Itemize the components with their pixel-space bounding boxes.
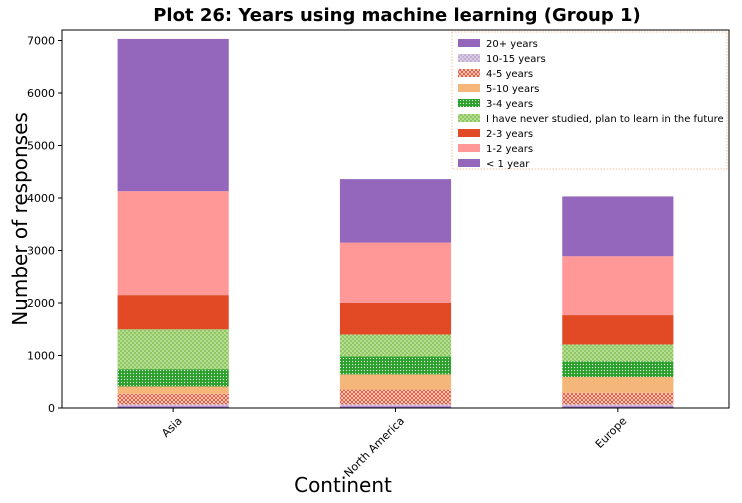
- legend: 20+ years 10-15 years 4-5 years 5-10 years 3…: [451, 31, 728, 170]
- y-tick-label: 4000: [27, 192, 55, 205]
- bar-hatch-3-asia: [117, 393, 229, 405]
- bar-segment-4-north-america: [339, 374, 452, 390]
- bar-hatch-2-asia: [117, 404, 229, 407]
- legend-label: < 1 year: [486, 159, 530, 170]
- legend-label: 10-15 years: [486, 54, 546, 65]
- legend-swatch: [458, 129, 480, 137]
- y-axis: 0 1000 2000 3000 4000 5000 6000 7000: [27, 35, 62, 415]
- x-axis: Asia North America Europe: [159, 408, 630, 480]
- bar-hatch-5-asia: [117, 369, 229, 387]
- legend-swatch: [458, 39, 480, 47]
- legend-frame: [451, 31, 728, 170]
- x-tick-label: Europe: [593, 414, 630, 451]
- legend-swatch-hatch: [458, 99, 480, 107]
- bar-hatch-3-north-america: [339, 389, 452, 405]
- y-tick-label: 5000: [27, 140, 55, 153]
- y-axis-title: Number of responses: [8, 112, 32, 326]
- bar-segment-4-europe: [562, 377, 674, 393]
- bar-hatch-2-north-america: [339, 404, 452, 407]
- bar-segment-1-asia: [117, 406, 229, 408]
- bar-hatch-6-north-america: [339, 334, 452, 357]
- bar-segment-8-north-america: [339, 242, 452, 303]
- bar-hatch-2-europe: [562, 404, 674, 407]
- legend-label: I have never studied, plan to learn in t…: [486, 114, 724, 125]
- bar-segment-7-europe: [562, 315, 674, 345]
- legend-swatch-hatch: [458, 114, 480, 122]
- bar-segment-7-north-america: [339, 303, 452, 335]
- y-tick-label: 2000: [27, 297, 55, 310]
- bar-segment-7-asia: [117, 295, 229, 330]
- legend-swatch: [458, 159, 480, 167]
- chart-title: Plot 26: Years using machine learning (G…: [153, 5, 641, 26]
- x-tick-label: Asia: [159, 414, 185, 440]
- legend-label: 3-4 years: [486, 99, 533, 110]
- bar-segment-9-europe: [562, 196, 674, 257]
- y-tick-label: 3000: [27, 245, 55, 258]
- bar-hatch-5-north-america: [339, 356, 452, 375]
- y-tick-label: 6000: [27, 87, 55, 100]
- legend-label: 4-5 years: [486, 69, 533, 80]
- bar-hatch-6-europe: [562, 344, 674, 362]
- bar-segment-1-north-america: [339, 406, 452, 408]
- bar-segment-1-europe: [562, 406, 674, 408]
- legend-label: 5-10 years: [486, 84, 539, 95]
- bar-hatch-3-europe: [562, 392, 674, 405]
- legend-swatch-hatch: [458, 69, 480, 77]
- legend-swatch: [458, 84, 480, 92]
- bar-segment-9-north-america: [339, 179, 452, 243]
- y-tick-label: 1000: [27, 350, 55, 363]
- bar-hatch-5-europe: [562, 361, 674, 378]
- legend-swatch-hatch: [458, 54, 480, 62]
- legend-label: 2-3 years: [486, 129, 533, 140]
- bar-segment-8-europe: [562, 256, 674, 316]
- bar-hatch-6-asia: [117, 329, 229, 370]
- legend-label: 20+ years: [486, 39, 538, 50]
- bar-segment-4-asia: [117, 386, 229, 394]
- y-tick-label: 0: [48, 402, 55, 415]
- x-axis-title: Continent: [294, 473, 392, 497]
- y-tick-label: 7000: [27, 35, 55, 48]
- bars-group: [117, 38, 674, 408]
- x-tick-label: North America: [342, 414, 408, 480]
- bar-segment-8-asia: [117, 191, 229, 296]
- legend-swatch: [458, 144, 480, 152]
- bar-segment-9-asia: [117, 38, 229, 192]
- legend-label: 1-2 years: [486, 144, 533, 155]
